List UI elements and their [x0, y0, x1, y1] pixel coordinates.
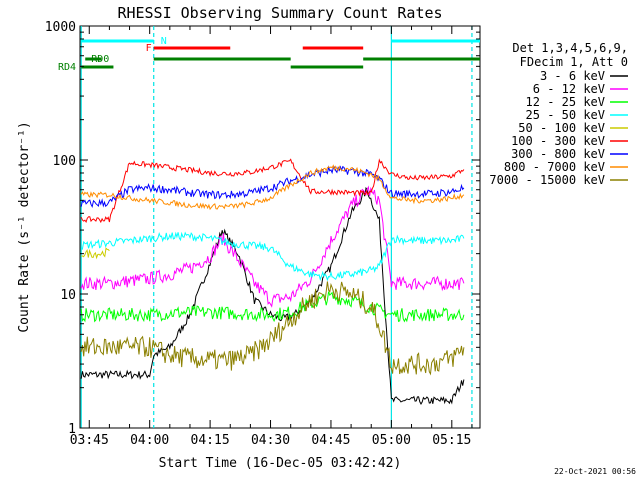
annotation-label-rd4: RD4 — [58, 62, 76, 73]
x-tick-label: 04:00 — [130, 433, 169, 448]
plot-frame — [79, 25, 481, 429]
x-tick-label: 04:45 — [311, 433, 350, 448]
legend: Det 1,3,4,5,6,9, FDecim 1, Att 0 3 - 6 k… — [489, 41, 628, 187]
y-tick-label: 100 — [53, 154, 76, 169]
annotation-label-f: F — [146, 43, 152, 54]
y-axis-label: Count Rate (s⁻¹ detector⁻¹) — [17, 121, 32, 332]
series-line-1 — [80, 185, 465, 308]
x-tick-label: 04:30 — [251, 433, 290, 448]
annotation-layer: NF RD0 RD4 — [58, 26, 480, 428]
y-tick-label: 1 — [68, 422, 76, 437]
series-line-7 — [80, 164, 465, 211]
legend-label: 300 - 800 keV — [511, 147, 605, 161]
generation-timestamp: 22-Oct-2021 00:56 — [554, 467, 636, 476]
legend-label: 12 - 25 keV — [526, 95, 605, 109]
legend-label: 3 - 6 keV — [540, 69, 605, 83]
series-layer — [80, 158, 465, 406]
legend-header-1: Det 1,3,4,5,6,9, — [512, 41, 628, 55]
y-tick-label: 1000 — [45, 20, 76, 35]
chart-title: RHESSI Observing Summary Count Rates — [117, 4, 442, 22]
legend-label: 6 - 12 keV — [533, 82, 605, 96]
x-tick-label: 04:15 — [191, 433, 230, 448]
series-line-5 — [80, 158, 465, 224]
x-axis-ticks: 03:45 04:00 04:15 04:30 04:45 05:00 05:15 — [70, 26, 473, 448]
legend-label: 7000 - 15000 keV — [489, 173, 605, 187]
legend-label: 25 - 50 keV — [526, 108, 605, 122]
series-line-4 — [81, 247, 110, 260]
x-tick-label: 03:45 — [70, 433, 109, 448]
annotation-label-n: N — [161, 36, 167, 47]
y-tick-label: 10 — [60, 288, 76, 303]
x-axis-label: Start Time (16-Dec-05 03:42:42) — [159, 456, 402, 471]
series-line-3 — [80, 231, 465, 282]
legend-label: 100 - 300 keV — [511, 134, 605, 148]
legend-header-2: FDecim 1, Att 0 — [520, 55, 628, 69]
series-line-6 — [80, 165, 465, 209]
x-tick-label: 05:15 — [432, 433, 471, 448]
legend-label: 800 - 7000 keV — [504, 160, 605, 174]
y-axis-ticks: 1 10 100 1000 — [45, 20, 480, 437]
series-line-2 — [80, 291, 465, 323]
annotation-label-rd0: RD0 — [91, 54, 109, 65]
series-line-0 — [80, 186, 465, 406]
x-tick-label: 05:00 — [372, 433, 411, 448]
legend-label: 50 - 100 keV — [518, 121, 605, 135]
series-line-8 — [80, 281, 465, 376]
